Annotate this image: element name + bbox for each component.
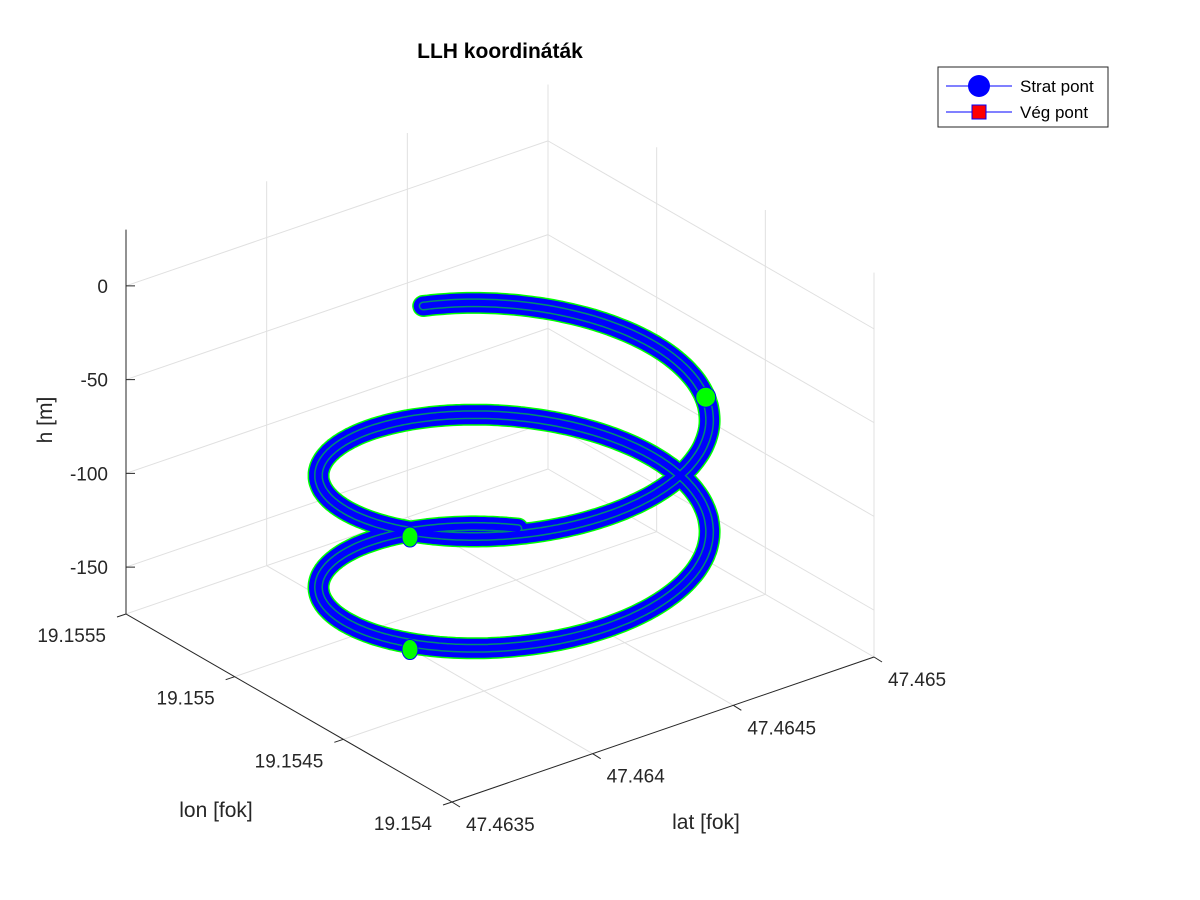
- legend-marker-end: [971, 104, 987, 120]
- point-marker-2: [401, 639, 419, 661]
- z-axis-label: h [m]: [34, 397, 57, 444]
- tick-layer: 47.4635 47.464 47.4645 47.465 19.154 19.1545 1…: [37, 277, 946, 836]
- backwall-grid-h-1: [125, 327, 549, 474]
- x-tick-mark-0: [451, 801, 461, 808]
- y-tick-label-1: 19.1545: [255, 751, 324, 772]
- helix-tube-edge: [307, 291, 721, 660]
- y-tick-mark-1: [334, 738, 344, 743]
- z-tick-label-2: -50: [81, 371, 108, 392]
- y-axis-line: [125, 613, 453, 803]
- x-tick-label-1: 47.464: [607, 767, 666, 788]
- legend-marker-start: [968, 75, 990, 97]
- y-tick-label-3: 19.1555: [37, 626, 106, 647]
- backwall-grid-h-3: [125, 140, 549, 287]
- x-tick-label-3: 47.465: [888, 670, 946, 691]
- x-tick-label-0: 47.4635: [466, 815, 535, 836]
- helix-layer: [307, 291, 721, 660]
- x-tick-label-2: 47.4645: [747, 718, 816, 739]
- floor-grid-lon-3: [125, 468, 549, 615]
- z-tick-label-1: -100: [70, 464, 108, 485]
- sidewall-grid-h-3: [547, 140, 875, 330]
- sidewall-grid-h-2: [547, 234, 875, 424]
- x-tick-mark-3: [873, 656, 883, 663]
- chart-title: LLH koordináták: [417, 40, 583, 63]
- legend-label-start: Strat pont: [1020, 77, 1094, 96]
- backwall-grid-h-2: [125, 234, 549, 381]
- legend-box: [937, 66, 1109, 128]
- z-tick-label-0: -150: [70, 558, 108, 579]
- marker-layer: [401, 386, 717, 661]
- legend: Strat pont Vég pont: [937, 66, 1109, 128]
- y-tick-mark-0: [442, 801, 453, 806]
- y-tick-label-0: 19.154: [374, 814, 433, 835]
- z-tick-label-3: 0: [97, 277, 108, 298]
- axis-layer: [125, 229, 875, 803]
- floor-grid-lon-2: [234, 531, 657, 678]
- helix-tube-core: [315, 299, 713, 652]
- y-tick-mark-2: [225, 676, 235, 681]
- y-axis-label: lon [fok]: [179, 799, 253, 822]
- y-tick-label-2: 19.155: [157, 689, 215, 710]
- floor-grid-lon-1: [343, 593, 766, 740]
- x-axis-line: [451, 656, 875, 803]
- y-tick-mark-3: [116, 613, 127, 618]
- floor-grid-lat-2: [407, 516, 734, 706]
- point-marker-1: [401, 526, 419, 548]
- x-tick-mark-1: [592, 753, 601, 760]
- x-tick-mark-2: [733, 704, 742, 711]
- legend-label-end: Vég pont: [1020, 103, 1088, 122]
- point-marker-0: [695, 386, 717, 408]
- x-axis-label: lat [fok]: [672, 811, 740, 834]
- grid-layer: [125, 84, 875, 803]
